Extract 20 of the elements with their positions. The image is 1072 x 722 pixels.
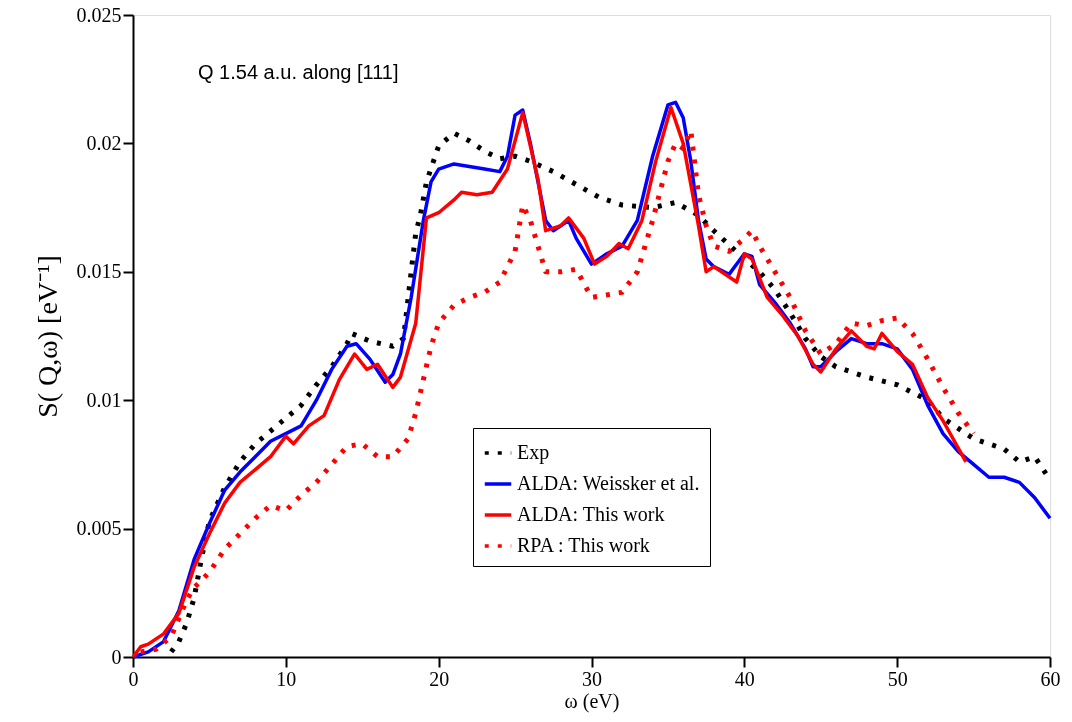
annotation: Q 1.54 a.u. along [111]: [198, 61, 399, 83]
y-axis-title: S( Q,ω) [eV⁻¹]: [31, 255, 63, 418]
x-tick-label: 10: [276, 667, 297, 690]
x-tick-label: 0: [128, 667, 139, 690]
y-tick-label: 0.02: [86, 131, 122, 154]
legend-label: RPA : This work: [517, 534, 650, 556]
x-tick-label: 30: [582, 667, 602, 690]
y-tick-label: 0: [111, 645, 122, 668]
legend-label: ALDA: Weissker et al.: [517, 472, 700, 494]
y-tick-label: 0.015: [76, 260, 122, 283]
legend-label: Exp: [517, 441, 550, 464]
x-tick-label: 40: [734, 667, 755, 690]
x-tick-label: 60: [1040, 667, 1061, 690]
y-tick-label: 0.005: [76, 517, 122, 540]
x-axis-title: ω (eV): [564, 689, 620, 713]
y-tick-label: 0.01: [86, 388, 122, 411]
x-tick-label: 20: [429, 667, 450, 690]
y-tick-label: 0.025: [76, 3, 122, 26]
legend-label: ALDA: This work: [517, 503, 665, 525]
x-tick-label: 50: [887, 667, 908, 690]
